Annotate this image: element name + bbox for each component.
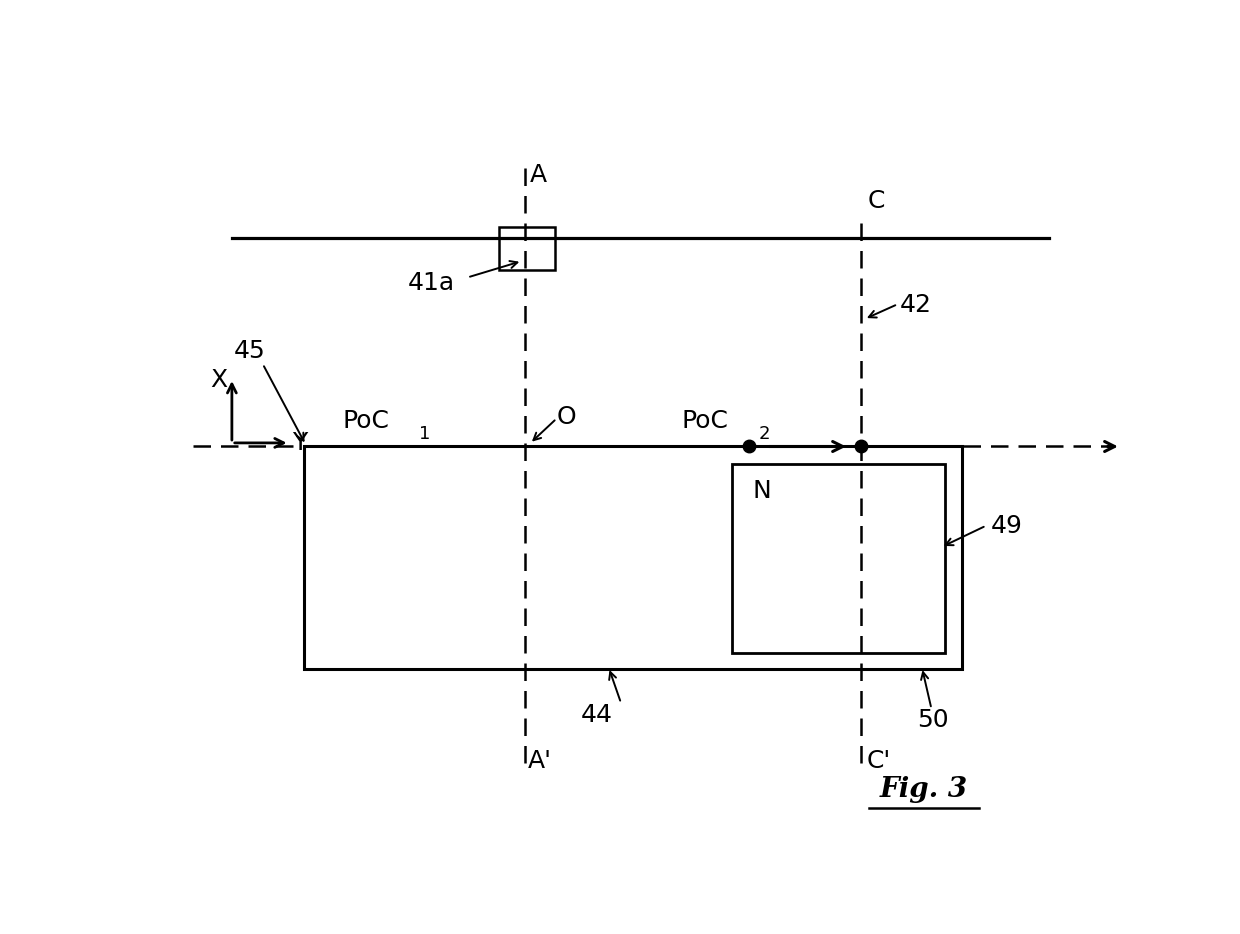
Text: N: N (753, 479, 771, 502)
Text: 1: 1 (419, 425, 430, 444)
Text: O: O (557, 405, 577, 429)
Text: Fig. 3: Fig. 3 (879, 776, 968, 803)
Text: Y: Y (293, 431, 308, 455)
Text: C': C' (866, 749, 890, 773)
Text: PoC: PoC (342, 409, 389, 433)
Text: 49: 49 (991, 514, 1023, 538)
Text: 2: 2 (759, 425, 770, 444)
Text: 50: 50 (918, 708, 950, 731)
Text: 44: 44 (582, 702, 613, 727)
Bar (732, 464, 945, 653)
Text: 42: 42 (900, 293, 931, 317)
Text: PoC: PoC (682, 409, 729, 433)
Text: 45: 45 (234, 339, 265, 362)
Bar (498, 227, 554, 270)
Text: A': A' (528, 749, 552, 772)
Text: C: C (868, 190, 885, 213)
Text: X: X (211, 368, 228, 391)
Text: A: A (529, 163, 547, 188)
Text: 41a: 41a (408, 271, 455, 295)
Bar (304, 446, 962, 670)
